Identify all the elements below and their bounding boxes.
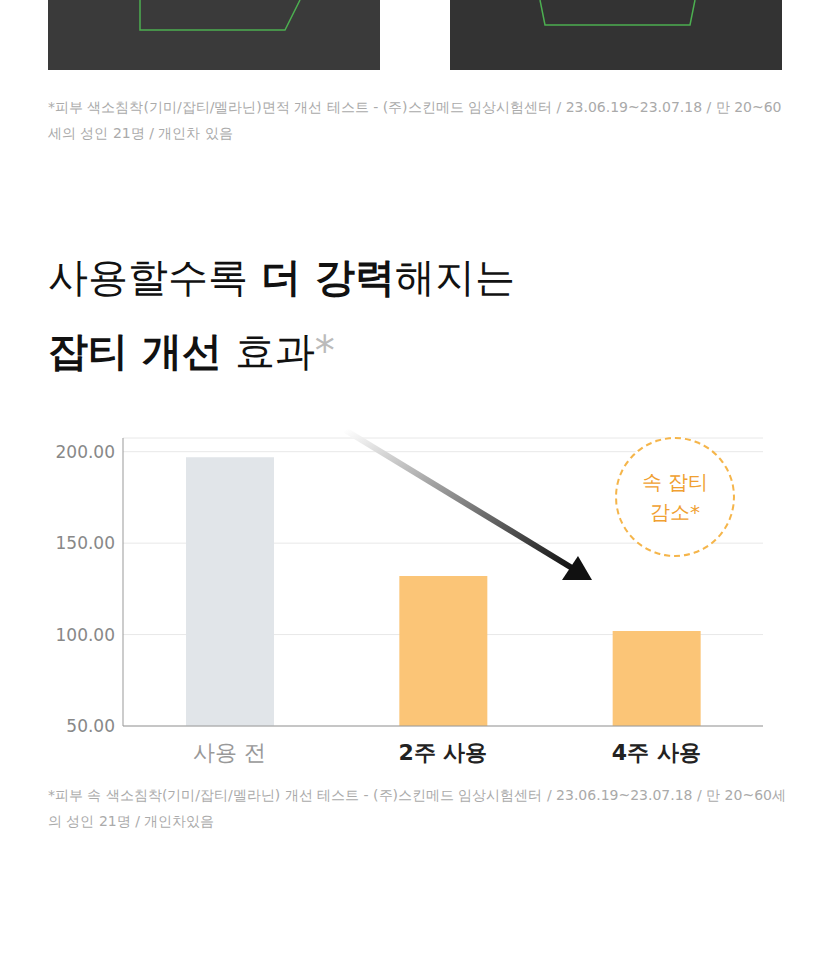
html-text:*피부 색소침착(기미/잡티/멜라닌)면적 개선 테스트 -: *피부 색소침착(기미/잡티/멜라닌)면적 개선 테스트 - (주)스킨메드 임…: [48, 99, 782, 141]
svg-text:4주 사용: 4주 사용: [612, 740, 701, 765]
svg-text:사용 전: 사용 전: [193, 740, 266, 765]
svg-text:150.00: 150.00: [56, 533, 115, 553]
svg-text:200.00: 200.00: [56, 442, 115, 462]
svg-text:100.00: 100.00: [56, 625, 115, 645]
html-text:사용할수록더 강력해지는: 사용할수록더 강력해지는: [48, 254, 515, 300]
svg-text:2주 사용: 2주 사용: [399, 740, 488, 765]
svg-text:50.00: 50.00: [66, 716, 115, 736]
html-text:*피부 속 색소침착(기미/잡티/멜라닌) 개선 테스트 -: *피부 속 색소침착(기미/잡티/멜라닌) 개선 테스트 - (주)스킨메드 임…: [48, 787, 786, 829]
html-text:잡티 개선효과*: 잡티 개선효과*: [48, 328, 335, 374]
html-text:속 잡티 감소*: 속 잡티 감소*: [641, 470, 709, 524]
